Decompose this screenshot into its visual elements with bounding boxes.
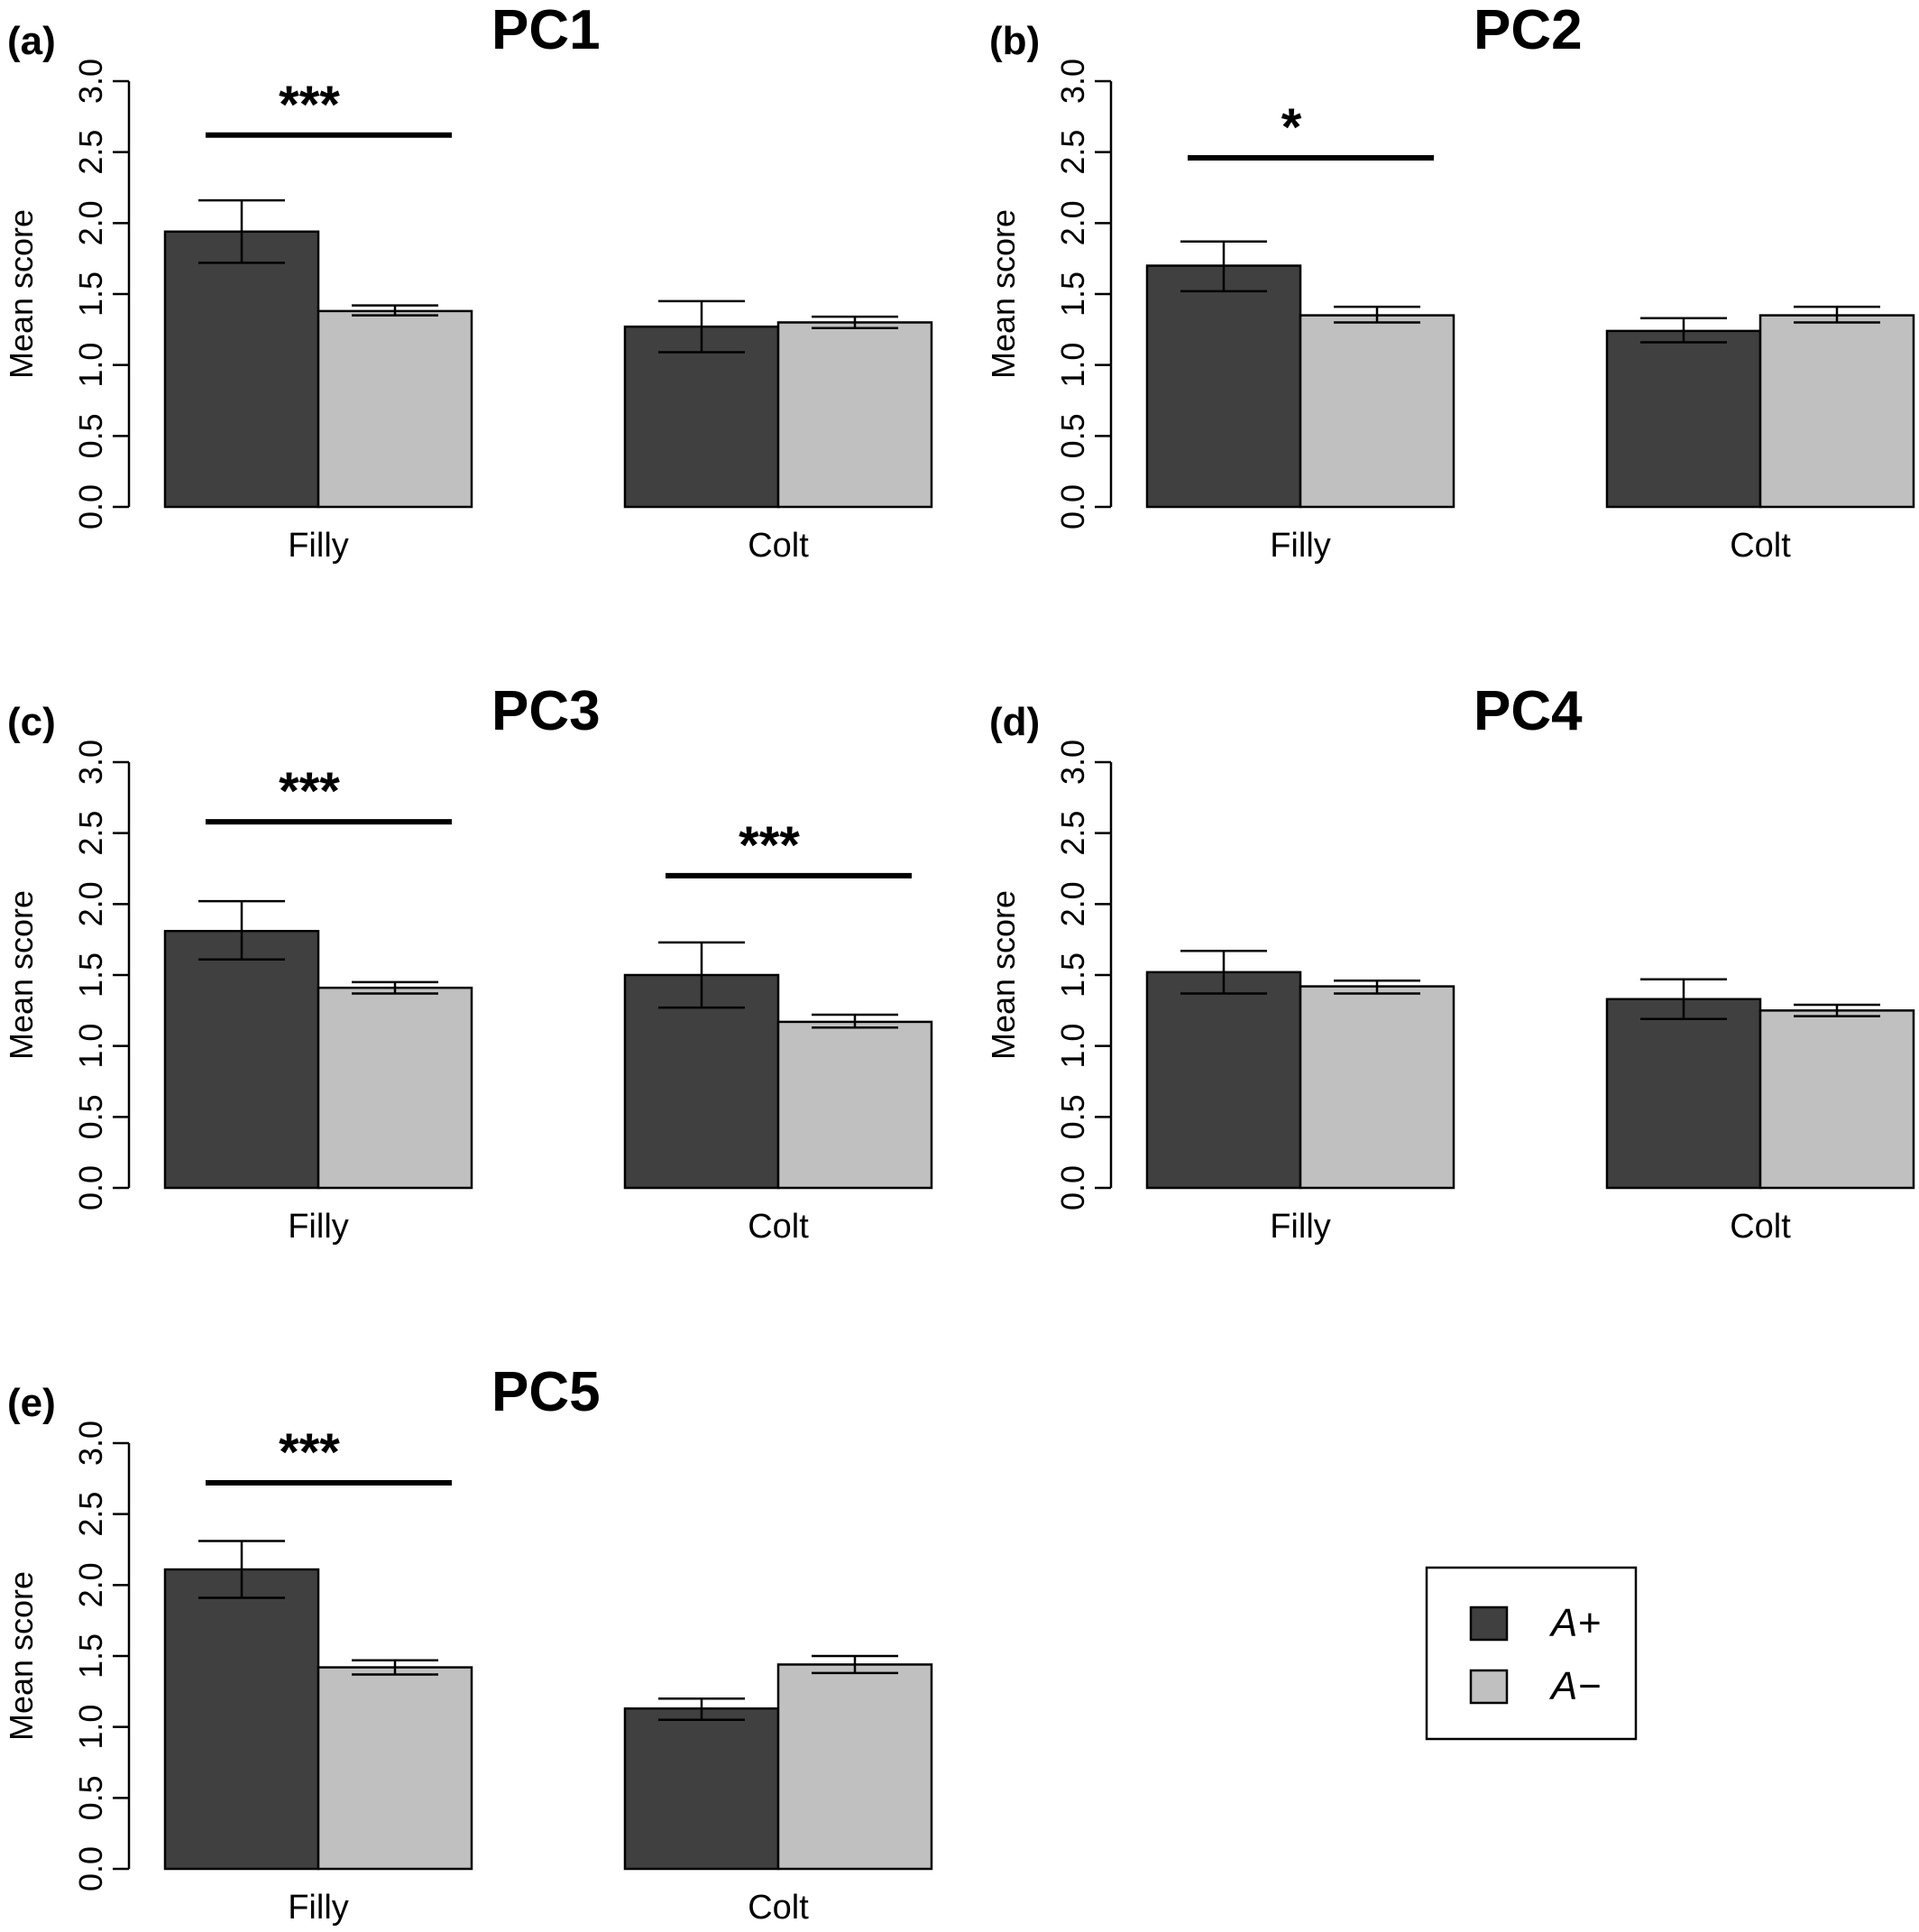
- bar-filly-series-2: [317, 1666, 473, 1871]
- chart-title: PC2: [1474, 0, 1583, 61]
- y-axis-label: Mean score: [985, 209, 1022, 379]
- y-tick-label: 0.5: [1054, 1094, 1091, 1139]
- y-tick-label: 0.0: [1054, 1165, 1091, 1210]
- panel-label: (d): [989, 700, 1040, 744]
- chart-panel-2: (b) PC2 0.0 0.5 1.0 1.5 2.0 2.5 3.0 Mean score Fil…: [985, 0, 1915, 565]
- bar-filly-series-2: [1299, 314, 1455, 509]
- chart-title: PC4: [1474, 680, 1583, 742]
- category-label: Filly: [288, 1208, 349, 1246]
- bar-filly-series-1: [163, 929, 320, 1190]
- y-tick-label: 1.0: [72, 343, 109, 388]
- y-tick-label: 1.5: [1054, 952, 1091, 998]
- y-tick-label: 2.0: [1054, 200, 1091, 245]
- bar-filly-series-1: [163, 230, 320, 509]
- panel-label: (e): [7, 1381, 56, 1425]
- category-label: Filly: [1270, 1208, 1331, 1246]
- bar-filly-series-1: [163, 1568, 320, 1871]
- y-tick-label: 3.0: [72, 740, 109, 785]
- bar-colt-series-1: [623, 1707, 780, 1871]
- y-axis-label: Mean score: [3, 1571, 40, 1741]
- y-tick-label: 3.0: [1054, 740, 1091, 785]
- y-tick-label: 2.5: [72, 1492, 109, 1537]
- chart-panel-3: (c) PC3 0.0 0.5 1.0 1.5 2.0 2.5 3.0 Mean score Fil…: [3, 680, 933, 1246]
- panel-label: (c): [7, 700, 56, 744]
- legend-label: A−: [1548, 1664, 1601, 1708]
- y-tick-label: 0.0: [72, 1846, 109, 1891]
- bar-colt-series-2: [776, 1020, 933, 1190]
- chart-title: PC5: [491, 1361, 601, 1423]
- y-tick-label: 1.0: [1054, 1024, 1091, 1069]
- bar-filly-series-2: [317, 309, 473, 509]
- y-tick-label: 0.5: [72, 1775, 109, 1820]
- category-label: Colt: [1730, 527, 1791, 565]
- category-label: Filly: [288, 1889, 349, 1927]
- chart-panel-4: (d) PC4 0.0 0.5 1.0 1.5 2.0 2.5 3.0 Mean score Fil…: [985, 680, 1915, 1246]
- y-axis-label: Mean score: [3, 209, 40, 379]
- chart-title: PC3: [491, 680, 601, 742]
- bar-colt-series-2: [776, 1663, 933, 1871]
- y-axis-label: Mean score: [3, 890, 40, 1060]
- significance-label: ***: [279, 762, 340, 821]
- y-tick-label: 1.5: [72, 271, 109, 317]
- category-label: Colt: [748, 1208, 809, 1246]
- legend-label: A+: [1548, 1601, 1601, 1645]
- bar-colt-series-2: [1758, 314, 1915, 509]
- y-tick-label: 2.0: [72, 1562, 109, 1607]
- bar-filly-series-1: [1145, 264, 1302, 509]
- y-tick-label: 0.0: [72, 1165, 109, 1210]
- bar-colt-series-1: [1605, 998, 1762, 1190]
- y-tick-label: 1.0: [1054, 343, 1091, 388]
- chart-panel-5: (e) PC5 0.0 0.5 1.0 1.5 2.0 2.5 3.0 Mean score Fil…: [3, 1361, 933, 1927]
- chart-panel-1: (a) PC1 0.0 0.5 1.0 1.5 2.0 2.5 3.0 Mean score Fil…: [3, 0, 933, 565]
- category-label: Filly: [288, 527, 349, 565]
- legend: A+ A−: [1425, 1566, 1638, 1741]
- y-tick-label: 2.5: [1054, 811, 1091, 856]
- y-tick-label: 0.0: [72, 484, 109, 529]
- y-tick-label: 1.0: [72, 1024, 109, 1069]
- category-label: Colt: [1730, 1208, 1791, 1246]
- y-tick-label: 3.0: [72, 59, 109, 104]
- y-tick-label: 3.0: [1054, 59, 1091, 104]
- bar-colt-series-2: [776, 321, 933, 509]
- y-tick-label: 2.0: [72, 200, 109, 245]
- y-tick-label: 2.5: [72, 130, 109, 175]
- y-tick-label: 2.5: [1054, 130, 1091, 175]
- bar-colt-series-1: [1605, 329, 1762, 509]
- category-label: Colt: [748, 527, 809, 565]
- y-tick-label: 1.5: [72, 952, 109, 998]
- bar-colt-series-1: [623, 325, 780, 509]
- category-label: Colt: [748, 1889, 809, 1927]
- y-tick-label: 1.5: [1054, 271, 1091, 317]
- y-tick-label: 1.5: [72, 1633, 109, 1679]
- y-axis-label: Mean score: [985, 890, 1022, 1060]
- y-tick-label: 3.0: [72, 1421, 109, 1466]
- category-label: Filly: [1270, 527, 1331, 565]
- y-tick-label: 0.5: [72, 413, 109, 458]
- bar-filly-series-2: [1299, 985, 1455, 1190]
- bar-filly-series-1: [1145, 971, 1302, 1190]
- y-tick-label: 0.0: [1054, 484, 1091, 529]
- significance-label: ***: [279, 1423, 340, 1482]
- significance-label: *: [1281, 98, 1302, 157]
- panel-label: (a): [7, 19, 56, 63]
- y-tick-label: 2.5: [72, 811, 109, 856]
- legend-box: [1425, 1566, 1638, 1741]
- panel-label: (b): [989, 19, 1040, 63]
- significance-label: ***: [279, 76, 340, 134]
- bar-colt-series-1: [623, 973, 780, 1190]
- y-tick-label: 0.5: [1054, 413, 1091, 458]
- significance-label: ***: [739, 816, 800, 875]
- y-tick-label: 0.5: [72, 1094, 109, 1139]
- legend-swatch: [1469, 1669, 1509, 1705]
- legend-swatch: [1469, 1605, 1509, 1642]
- bar-colt-series-2: [1758, 1009, 1915, 1190]
- y-tick-label: 2.0: [1054, 881, 1091, 926]
- y-tick-label: 2.0: [72, 881, 109, 926]
- y-tick-label: 1.0: [72, 1705, 109, 1750]
- chart-title: PC1: [491, 0, 601, 61]
- bar-filly-series-2: [317, 986, 473, 1190]
